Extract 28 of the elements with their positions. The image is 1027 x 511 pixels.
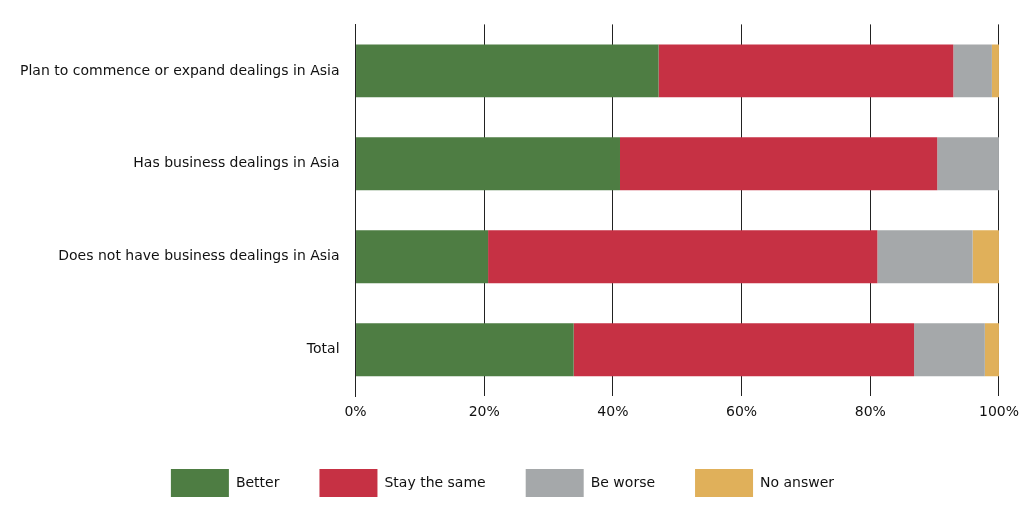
bar (937, 137, 999, 191)
legend-label: No answer (760, 473, 835, 490)
legend-label: Be worse (590, 473, 656, 490)
bar (914, 323, 985, 377)
bar (877, 230, 973, 284)
bar (620, 137, 938, 191)
legend-label: Better (235, 473, 280, 490)
bar (356, 137, 620, 191)
y-tick-label: Has business dealings in Asia (133, 154, 340, 171)
x-tick-label: 100% (978, 403, 1019, 420)
legend-label: Stay the same (384, 473, 486, 490)
bar (356, 44, 659, 98)
y-tick-label: Total (305, 340, 340, 357)
bar (972, 230, 999, 284)
x-tick-label: 40% (597, 403, 629, 420)
bar (984, 323, 999, 377)
bar (573, 323, 915, 377)
x-tick-label: 60% (726, 403, 758, 420)
x-tick-label: 0% (344, 403, 367, 420)
x-tick-label: 80% (854, 403, 886, 420)
bar (658, 44, 954, 98)
bar (488, 230, 878, 284)
y-tick-label: Plan to commence or expand dealings in Asia (19, 61, 340, 78)
x-tick-label: 20% (468, 403, 500, 420)
y-tick-label: Does not have business dealings in Asia (58, 247, 340, 264)
bar (953, 44, 992, 98)
bar (356, 230, 489, 284)
bar (356, 323, 574, 377)
